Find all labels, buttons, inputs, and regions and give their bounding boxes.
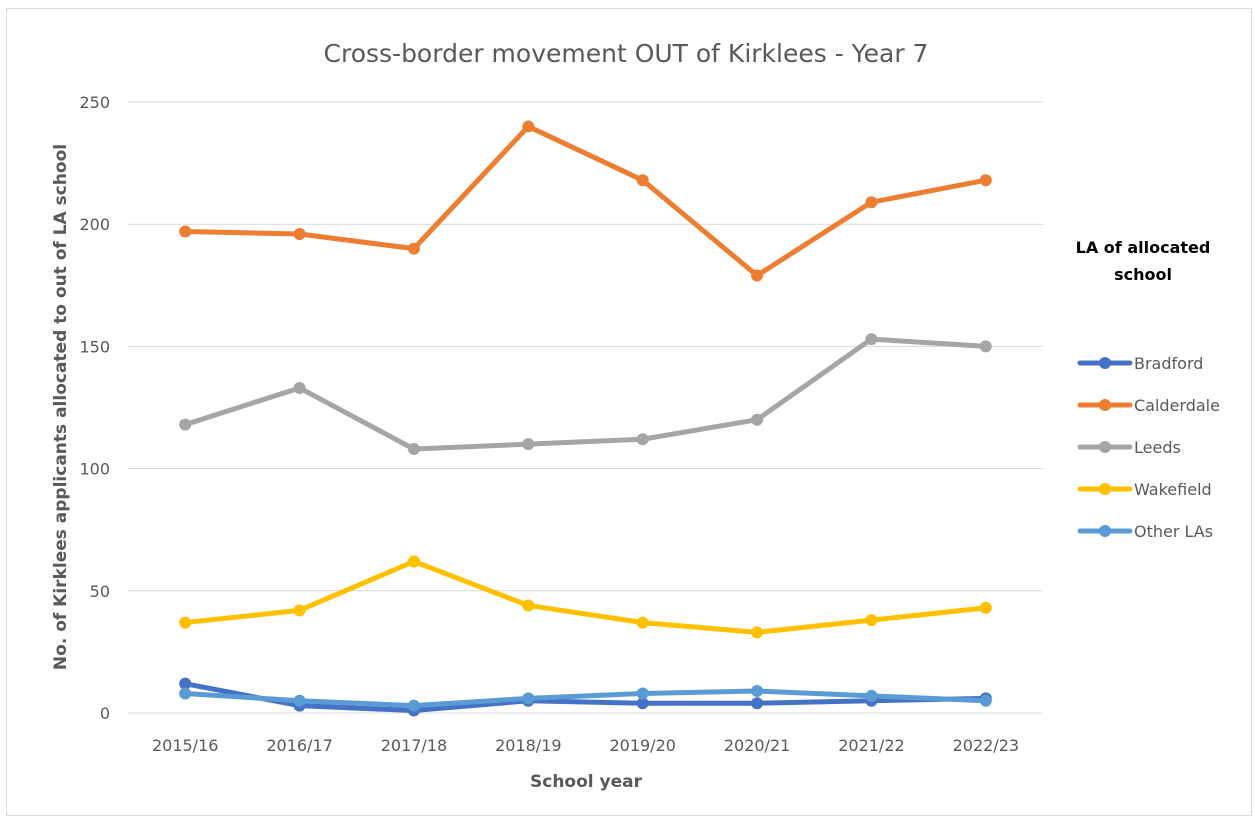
legend-label-bradford: Bradford [1134, 354, 1203, 373]
series-wakefield [179, 555, 992, 639]
data-point-leeds [636, 433, 649, 446]
y-tick-label: 50 [90, 582, 110, 601]
data-point-other-las [979, 694, 992, 707]
y-tick-label: 100 [79, 460, 110, 479]
x-tick-label: 2019/20 [609, 736, 675, 755]
x-axis-ticks: 2015/16 2016/17 2017/18 2018/19 2019/20 2020/… [152, 736, 1019, 755]
data-point-leeds [522, 438, 535, 451]
series-line-bradford [182, 681, 989, 714]
x-tick-label: 2017/18 [381, 736, 447, 755]
x-tick-label: 2016/17 [266, 736, 332, 755]
y-tick-label: 0 [100, 704, 110, 723]
legend-swatch-marker-leeds [1099, 441, 1111, 453]
series-line-other-las [182, 688, 989, 709]
x-tick-label: 2022/23 [953, 736, 1019, 755]
x-axis-title: School year [530, 772, 643, 792]
series-lines [179, 120, 992, 717]
data-point-calderdale [979, 174, 992, 187]
legend-label-calderdale: Calderdale [1134, 396, 1220, 415]
data-point-other-las [522, 692, 535, 705]
legend-swatch-marker-other-las [1099, 525, 1111, 537]
data-point-leeds [407, 443, 420, 456]
data-point-bradford [179, 677, 192, 690]
legend-swatch-marker-calderdale [1099, 399, 1111, 411]
data-point-leeds [979, 340, 992, 353]
legend-label-wakefield: Wakefield [1134, 480, 1212, 499]
data-point-wakefield [522, 599, 535, 612]
legend-label-other-las: Other LAs [1134, 522, 1213, 541]
data-point-other-las [179, 687, 192, 700]
series-leeds [179, 333, 992, 456]
x-tick-label: 2018/19 [495, 736, 561, 755]
legend-label-leeds: Leeds [1134, 438, 1181, 457]
data-point-wakefield [407, 555, 420, 568]
series-other-las [179, 685, 992, 712]
legend-title: LA of allocated [1076, 238, 1211, 257]
x-tick-label: 2015/16 [152, 736, 218, 755]
series-calderdale [179, 120, 992, 282]
chart-title: Cross-border movement OUT of Kirklees - … [324, 39, 929, 68]
data-point-calderdale [636, 174, 649, 187]
x-tick-label: 2020/21 [724, 736, 790, 755]
y-tick-label: 250 [79, 93, 110, 112]
gridlines [128, 101, 1043, 592]
data-point-wakefield [979, 601, 992, 614]
data-point-other-las [865, 689, 878, 702]
data-point-other-las [636, 687, 649, 700]
y-axis-ticks: 0 50 100 150 200 250 [79, 93, 110, 723]
legend-swatch-marker-wakefield [1099, 483, 1111, 495]
data-point-other-las [293, 694, 306, 707]
data-point-calderdale [865, 196, 878, 209]
data-point-leeds [293, 381, 306, 394]
data-point-calderdale [407, 242, 420, 255]
legend: LA of allocated school Bradford Calderdale L… [1076, 238, 1220, 541]
data-point-other-las [751, 685, 764, 698]
series-line-calderdale [182, 123, 989, 279]
legend-title: school [1114, 265, 1172, 284]
data-point-calderdale [293, 227, 306, 240]
chart-frame [6, 8, 1252, 816]
data-point-bradford [636, 697, 649, 710]
data-point-wakefield [751, 626, 764, 639]
series-line-leeds [182, 336, 989, 452]
data-point-leeds [865, 333, 878, 346]
data-point-bradford [751, 697, 764, 710]
data-point-wakefield [179, 616, 192, 629]
data-point-calderdale [179, 225, 192, 238]
data-point-wakefield [293, 604, 306, 617]
legend-swatch-marker-bradford [1099, 357, 1111, 369]
data-point-leeds [179, 418, 192, 431]
data-point-other-las [407, 699, 420, 712]
data-point-calderdale [751, 269, 764, 282]
series-line-wakefield [182, 558, 989, 635]
y-tick-label: 200 [79, 215, 110, 234]
y-axis-title: No. of Kirklees applicants allocated to … [51, 144, 71, 670]
data-point-wakefield [865, 614, 878, 627]
data-point-wakefield [636, 616, 649, 629]
data-point-calderdale [522, 120, 535, 133]
x-tick-label: 2021/22 [838, 736, 904, 755]
y-tick-label: 150 [79, 337, 110, 356]
data-point-leeds [751, 413, 764, 426]
